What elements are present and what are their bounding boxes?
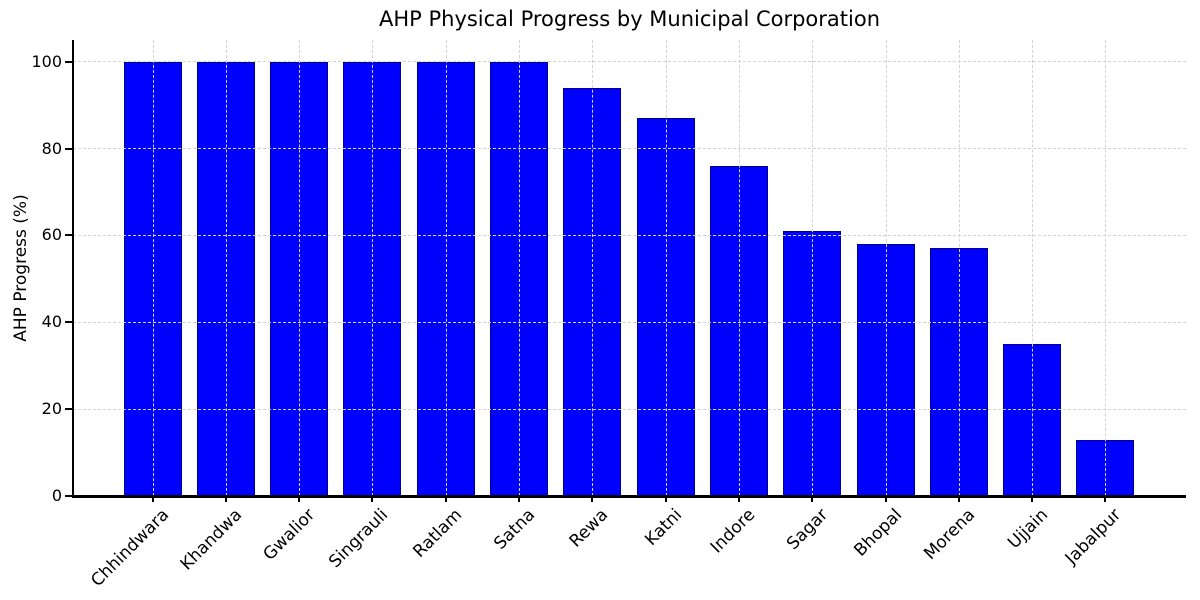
x-tick-gwalior: [298, 497, 301, 502]
chart-title: AHP Physical Progress by Municipal Corpo…: [378, 7, 881, 31]
y-tick-label-40: 40: [41, 312, 62, 332]
x-tick-satna: [518, 497, 520, 502]
y-tick-60: [65, 234, 73, 237]
v-gridline-indore: [738, 40, 740, 496]
v-gridline-singrauli: [372, 40, 374, 496]
v-gridline-sagar: [812, 40, 814, 496]
y-tick-80: [65, 147, 73, 150]
y-axis-label-text: AHP Progress (%): [11, 194, 31, 342]
x-tick-singrauli: [371, 497, 374, 502]
y-axis-label: AHP Progress (%): [9, 40, 33, 496]
y-tick-label-20: 20: [41, 399, 62, 419]
x-tick-indore: [737, 497, 740, 502]
h-gridline-80: [73, 148, 1186, 150]
x-tick-morena: [957, 497, 960, 502]
v-gridline-chhindwara: [152, 40, 154, 496]
y-tick-100: [65, 60, 73, 63]
x-axis-spine: [72, 495, 1186, 498]
x-tick-khandwa: [224, 497, 227, 502]
v-gridline-jabalpur: [1105, 40, 1107, 496]
y-tick-label-60: 60: [41, 225, 62, 245]
v-gridline-khandwa: [225, 40, 227, 496]
v-gridline-ratlam: [445, 40, 447, 496]
v-gridline-rewa: [592, 40, 594, 496]
v-gridline-ujjain: [1032, 40, 1034, 496]
x-tick-ratlam: [444, 497, 447, 502]
x-tick-ujjain: [1031, 497, 1034, 502]
y-tick-label-80: 80: [41, 138, 62, 158]
y-tick-20: [65, 408, 73, 411]
x-tick-jabalpur: [1104, 497, 1107, 502]
x-tick-rewa: [591, 497, 594, 502]
v-gridline-morena: [958, 40, 960, 496]
y-axis-spine: [72, 40, 74, 497]
y-tick-label-0: 0: [51, 486, 62, 505]
y-tick-40: [65, 321, 73, 324]
x-tick-chhindwara: [151, 497, 154, 502]
h-gridline-100: [73, 61, 1186, 63]
h-gridline-20: [73, 408, 1186, 410]
x-tick-label-chhindwara: Chhindwara: [86, 505, 173, 591]
v-gridline-katni: [665, 40, 667, 496]
y-tick-label-100: 100: [31, 51, 62, 71]
y-tick-0: [65, 495, 73, 497]
x-tick-sagar: [811, 497, 814, 502]
h-gridline-40: [73, 321, 1186, 323]
h-gridline-60: [73, 234, 1186, 236]
v-gridline-bhopal: [885, 40, 887, 496]
v-gridline-gwalior: [299, 40, 301, 496]
v-gridline-satna: [519, 40, 520, 496]
x-tick-bhopal: [884, 497, 887, 502]
x-tick-katni: [664, 497, 667, 502]
